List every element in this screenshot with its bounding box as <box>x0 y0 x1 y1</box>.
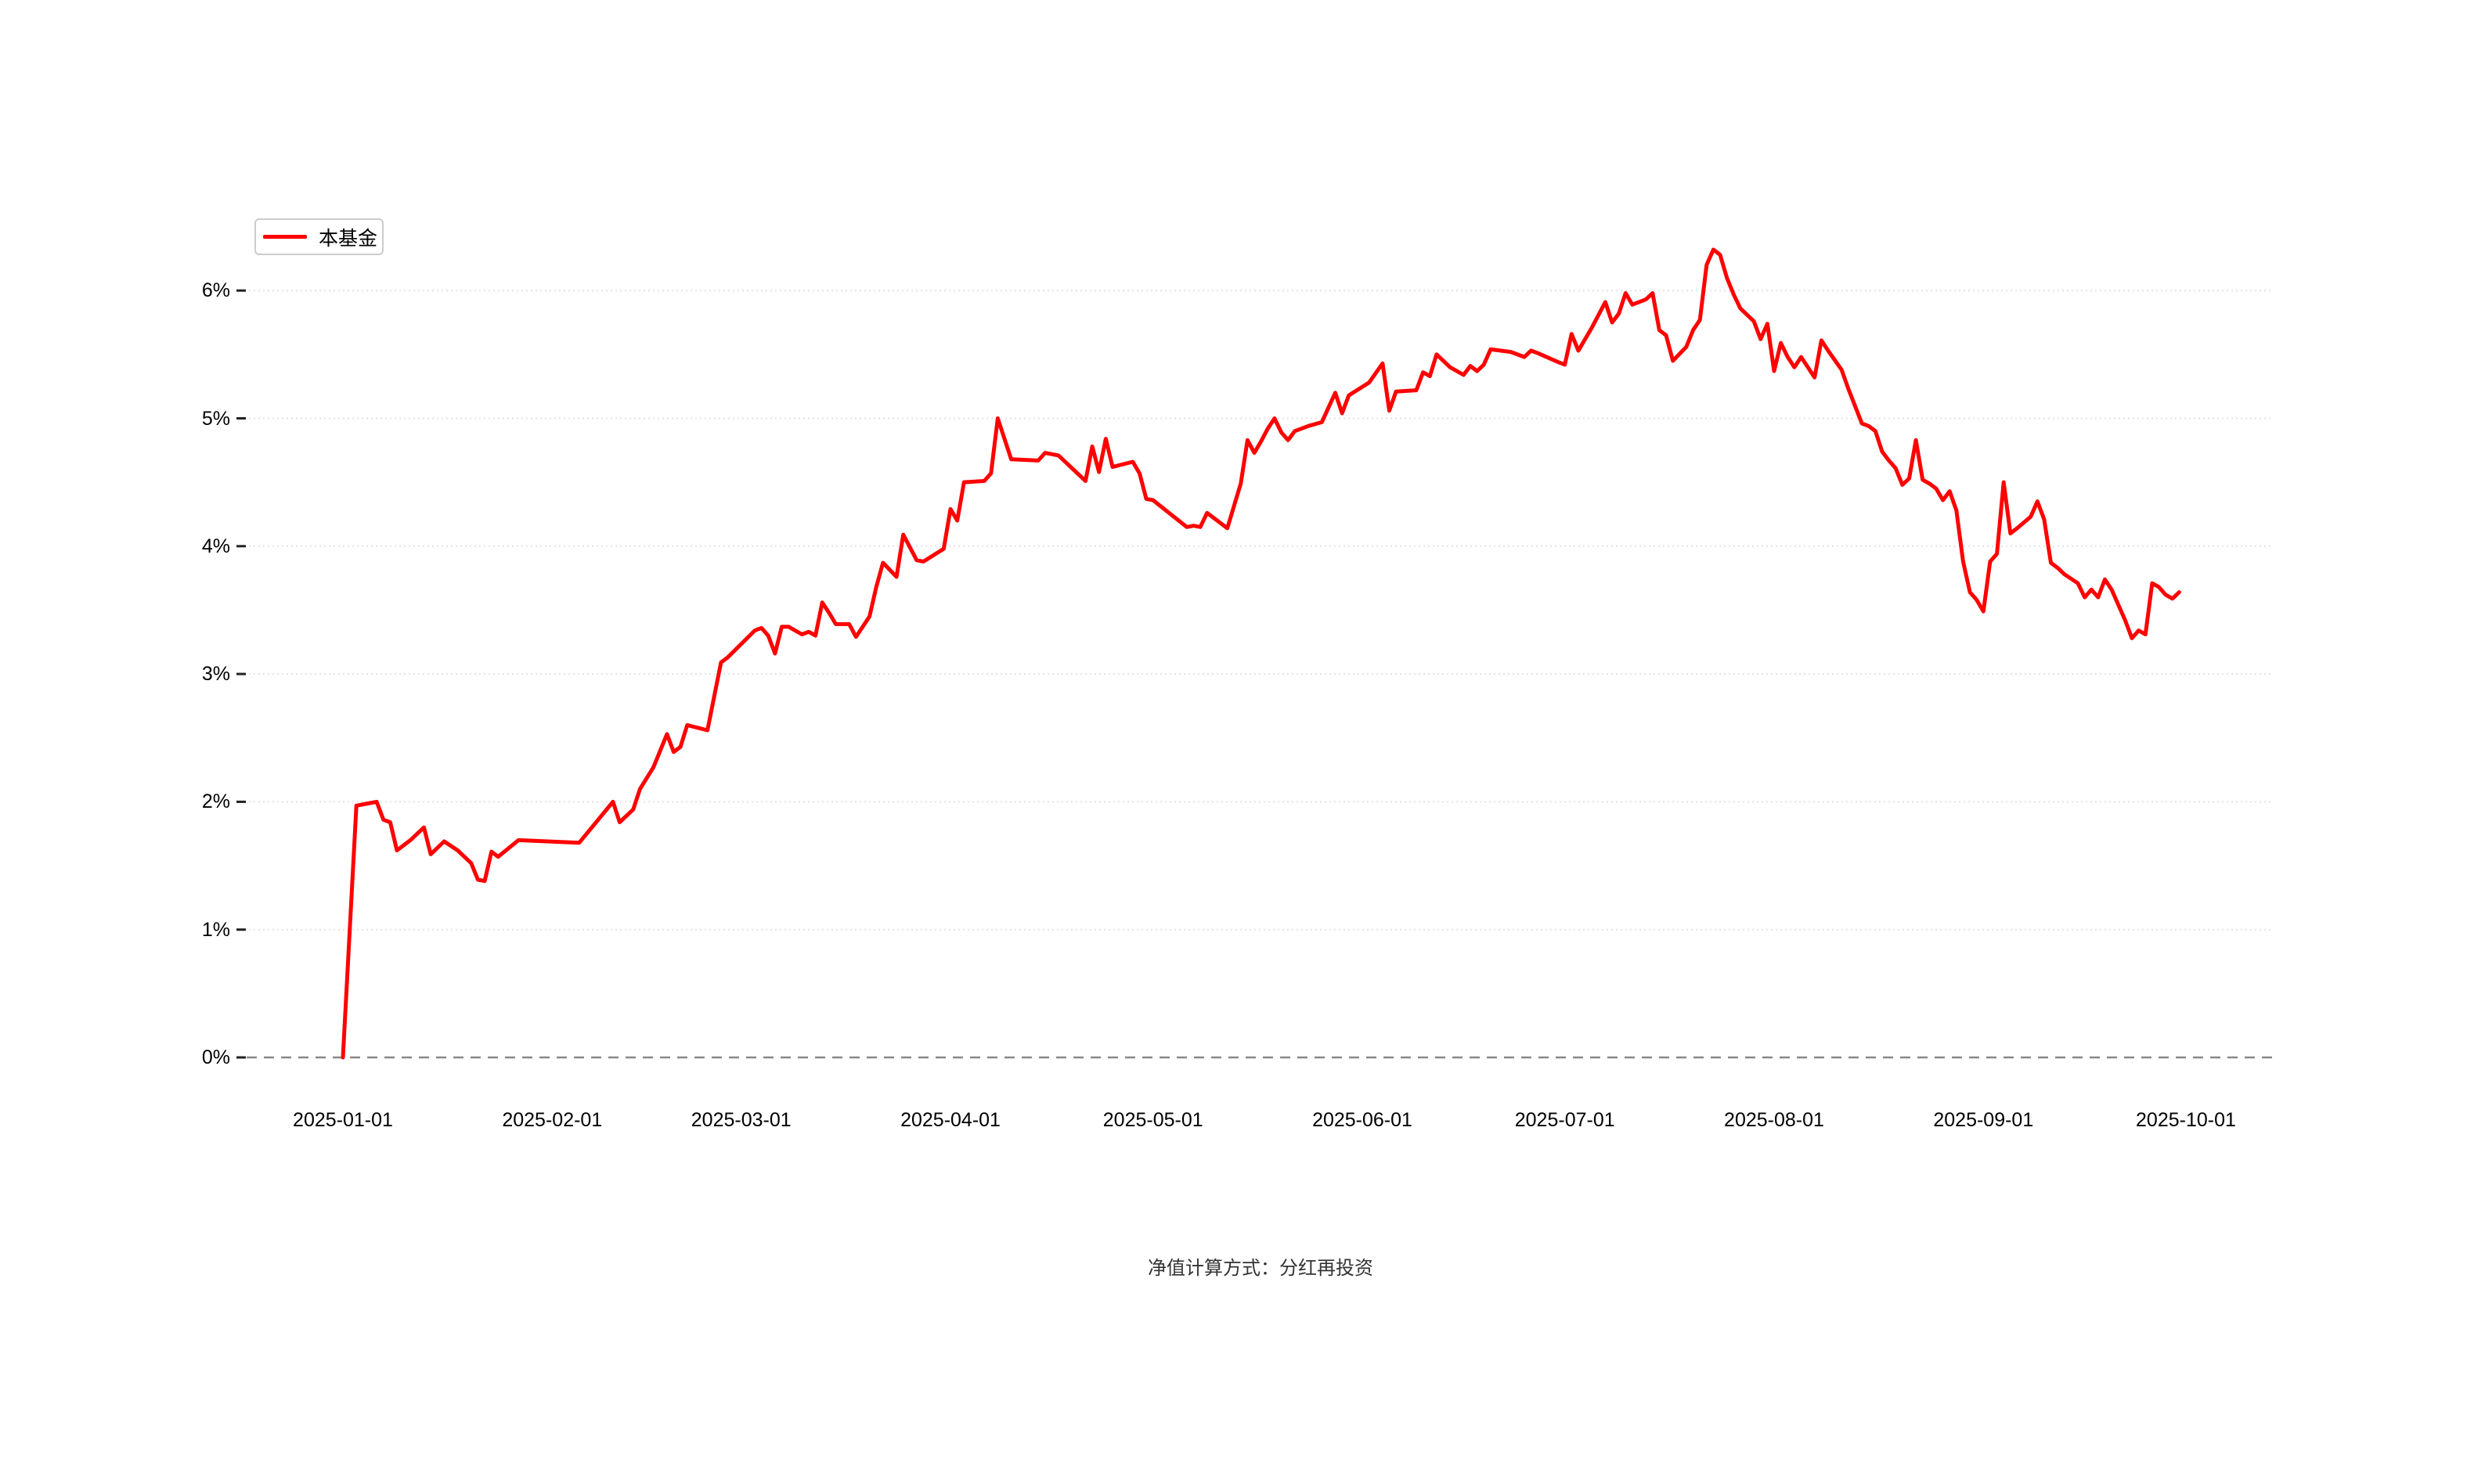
x-axis-label: 2025-01-01 <box>293 1109 393 1131</box>
x-axis-label: 2025-04-01 <box>900 1109 1001 1131</box>
legend-line-swatch <box>263 235 307 239</box>
x-axis-label: 2025-02-01 <box>502 1109 603 1131</box>
y-axis-label: 0% <box>201 1046 230 1068</box>
series-line-本基金[interactable] <box>341 247 2181 1060</box>
x-axis-label: 2025-09-01 <box>1933 1109 2034 1131</box>
y-axis-label: 6% <box>201 279 230 302</box>
x-axis-label: 2025-08-01 <box>1724 1109 1824 1131</box>
x-axis-label: 2025-03-01 <box>691 1109 792 1131</box>
nav-calculation-caption: 净值计算方式：分红再投资 <box>1148 1258 1373 1279</box>
y-axis-label: 5% <box>201 407 230 430</box>
x-axis-label: 2025-06-01 <box>1312 1109 1412 1131</box>
x-axis-label: 2025-07-01 <box>1514 1109 1615 1131</box>
y-axis-label: 2% <box>201 791 230 813</box>
legend-label: 本基金 <box>319 227 378 250</box>
x-axis-label: 2025-05-01 <box>1102 1109 1203 1131</box>
legend-item-fund[interactable]: 本基金 <box>254 218 384 255</box>
y-axis-label: 4% <box>201 535 230 557</box>
y-axis-label: 1% <box>201 918 230 941</box>
y-axis-label: 3% <box>201 663 230 686</box>
x-axis-label: 2025-10-01 <box>2136 1109 2236 1131</box>
